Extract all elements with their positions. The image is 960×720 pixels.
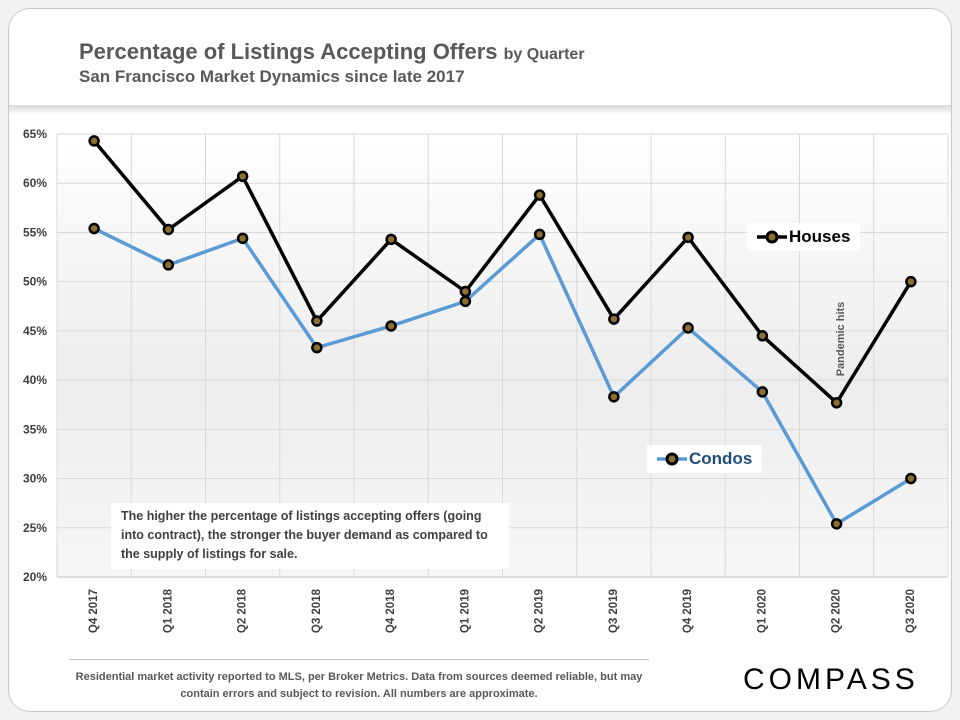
- y-tick-label: 35%: [23, 422, 47, 436]
- pandemic-annotation: Pandemic hits: [835, 301, 847, 377]
- data-point-houses: [905, 275, 917, 288]
- x-tick-label: Q3 2019: [608, 589, 620, 633]
- chart-title-main: Percentage of Listings Accepting Offers: [79, 39, 498, 64]
- y-tick-label: 60%: [23, 176, 47, 190]
- x-tick-label: Q4 2017: [88, 589, 100, 633]
- data-point-houses: [236, 170, 249, 183]
- y-tick-label: 45%: [23, 324, 47, 338]
- series-line-houses: [92, 139, 913, 406]
- x-tick-label: Q1 2019: [459, 589, 471, 633]
- data-point-condos: [236, 232, 249, 245]
- data-point-houses: [162, 223, 175, 236]
- y-tick-label: 65%: [23, 127, 47, 141]
- footer-disclaimer: Residential market activity reported to …: [75, 671, 643, 700]
- x-tick-label: Q2 2018: [237, 588, 249, 633]
- data-point-houses: [311, 315, 323, 327]
- data-point-houses: [459, 285, 472, 298]
- x-tick-label: Q3 2018: [311, 588, 323, 633]
- chart-title-suffix: by Quarter: [503, 46, 585, 63]
- x-tick-label: Q1 2018: [162, 588, 174, 633]
- data-point-condos: [88, 222, 100, 235]
- legend-condos-label: Condos: [689, 449, 753, 468]
- data-point-condos: [459, 295, 472, 308]
- x-tick-label: Q4 2019: [682, 589, 694, 633]
- data-point-houses: [756, 330, 769, 342]
- data-point-condos: [311, 341, 323, 354]
- chart-title: Percentage of Listings Accepting Offers …: [79, 39, 585, 65]
- data-point-houses: [830, 397, 843, 409]
- data-point-houses: [533, 189, 546, 201]
- data-point-houses: [682, 231, 694, 244]
- data-point-condos: [905, 472, 917, 485]
- y-tick-label: 40%: [23, 373, 47, 387]
- data-point-condos: [682, 322, 694, 334]
- x-tick-label: Q2 2020: [831, 589, 843, 633]
- data-point-condos: [533, 228, 546, 241]
- line-chart: 20% 25% 30% 35% 40% 45% 50% 55% 60% 65% Q4 2017 Q1 …: [23, 127, 949, 633]
- legend-houses: Houses: [747, 223, 861, 251]
- y-tick-label: 25%: [23, 521, 47, 535]
- footer-divider: [69, 659, 649, 660]
- x-tick-label: Q2 2019: [534, 589, 546, 633]
- legend-condos-swatch: [657, 452, 687, 466]
- y-tick-label: 50%: [23, 275, 47, 289]
- data-point-houses: [88, 135, 100, 147]
- legend-condos: Condos: [647, 445, 763, 473]
- chart-card: Percentage of Listings Accepting Offers …: [8, 8, 952, 712]
- y-tick-label: 20%: [23, 570, 47, 584]
- y-tick-label: 55%: [23, 225, 47, 239]
- data-point-houses: [385, 233, 397, 246]
- chart-subtitle: San Francisco Market Dynamics since late…: [79, 67, 465, 86]
- x-tick-label: Q4 2018: [385, 588, 397, 633]
- x-tick-label: Q1 2020: [756, 589, 768, 633]
- data-point-houses: [608, 313, 620, 325]
- series-line-condos: [93, 226, 912, 527]
- y-tick-label: 30%: [23, 472, 47, 486]
- x-tick-label: Q3 2020: [905, 589, 917, 633]
- legend-houses-label: Houses: [789, 227, 851, 246]
- data-point-condos: [162, 259, 175, 271]
- header-divider-band: [9, 105, 951, 115]
- data-point-condos: [385, 320, 397, 332]
- compass-logo: COMPASS: [743, 663, 919, 696]
- explanatory-note: The higher the percentage of listings ac…: [111, 503, 509, 570]
- data-point-condos: [608, 391, 620, 403]
- data-point-condos: [756, 386, 769, 398]
- data-point-condos: [830, 518, 843, 530]
- legend-houses-swatch: [757, 230, 787, 244]
